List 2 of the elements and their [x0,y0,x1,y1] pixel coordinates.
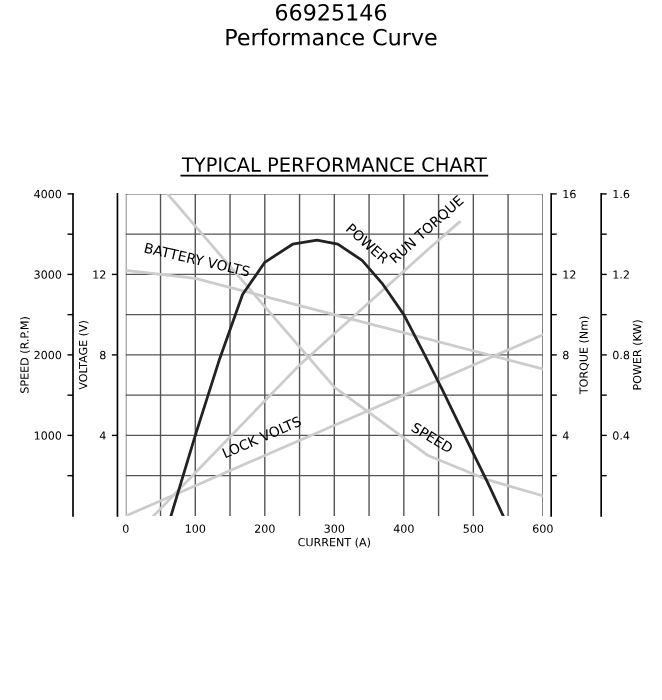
chart-subtitle: TYPICAL PERFORMANCE CHART [181,157,487,172]
chart-title: 66925146 Performance Curve [226,3,437,46]
